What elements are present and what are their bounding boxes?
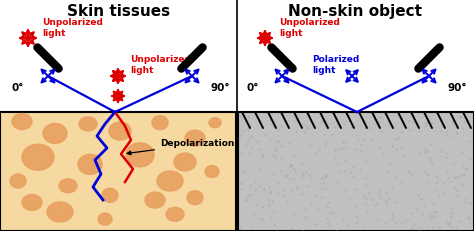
Ellipse shape bbox=[79, 117, 97, 131]
Ellipse shape bbox=[10, 174, 26, 188]
Ellipse shape bbox=[59, 179, 77, 193]
Text: 0°: 0° bbox=[12, 83, 24, 93]
Text: Unpolarized
light: Unpolarized light bbox=[42, 18, 103, 38]
Ellipse shape bbox=[174, 153, 196, 171]
Ellipse shape bbox=[209, 118, 221, 128]
Text: Polarized
light: Polarized light bbox=[312, 55, 359, 75]
Text: Non-skin object: Non-skin object bbox=[289, 4, 422, 19]
Ellipse shape bbox=[47, 202, 73, 222]
Ellipse shape bbox=[187, 191, 203, 205]
Ellipse shape bbox=[22, 195, 42, 210]
Ellipse shape bbox=[166, 207, 184, 221]
Text: Unpolarized
light: Unpolarized light bbox=[130, 55, 191, 75]
Text: Unpolarized
light: Unpolarized light bbox=[279, 18, 340, 38]
Ellipse shape bbox=[126, 143, 154, 167]
Text: 0°: 0° bbox=[247, 83, 259, 93]
Text: Skin tissues: Skin tissues bbox=[67, 4, 170, 19]
Ellipse shape bbox=[78, 154, 102, 174]
Text: 90°: 90° bbox=[447, 83, 467, 93]
Ellipse shape bbox=[109, 122, 131, 140]
Ellipse shape bbox=[157, 171, 183, 191]
Ellipse shape bbox=[185, 130, 205, 146]
Ellipse shape bbox=[205, 165, 219, 177]
Ellipse shape bbox=[22, 144, 54, 170]
Bar bbox=[238, 112, 474, 231]
Ellipse shape bbox=[43, 123, 67, 143]
Ellipse shape bbox=[98, 213, 112, 225]
Bar bbox=[0, 112, 236, 231]
Text: Depolarization: Depolarization bbox=[127, 140, 234, 155]
Text: 90°: 90° bbox=[210, 83, 230, 93]
Ellipse shape bbox=[102, 188, 118, 202]
Ellipse shape bbox=[152, 116, 168, 130]
Ellipse shape bbox=[12, 113, 32, 130]
Ellipse shape bbox=[145, 192, 165, 208]
